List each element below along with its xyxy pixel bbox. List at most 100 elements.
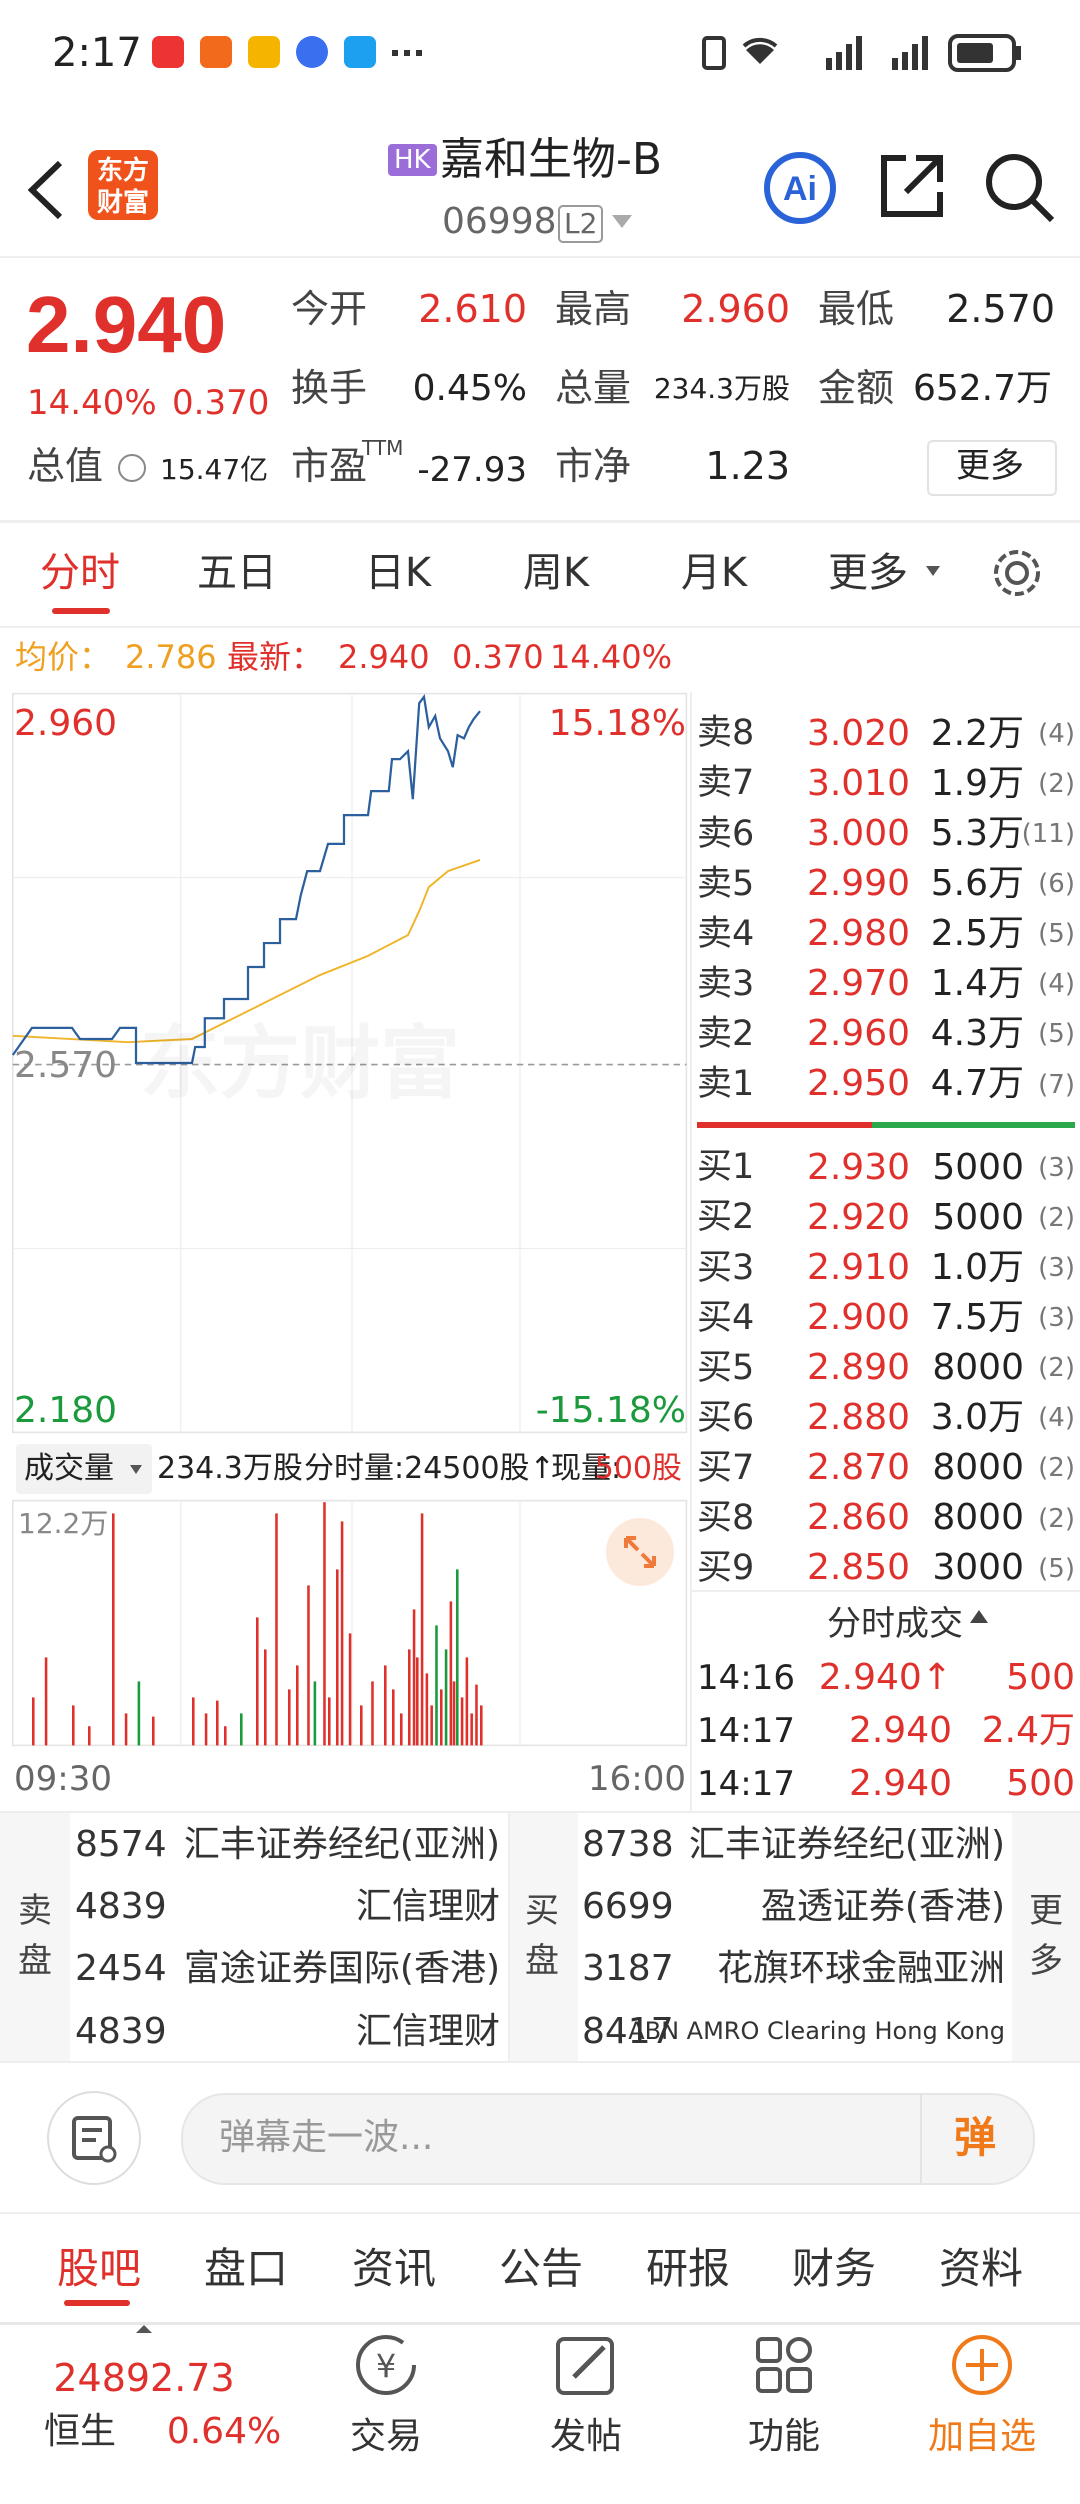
book-level: 卖5	[697, 863, 755, 904]
volume-bar	[420, 1513, 424, 1746]
volume-bar	[152, 1716, 155, 1746]
collapse-arrow[interactable]	[970, 1610, 988, 1623]
svg-text:Ai: Ai	[783, 170, 817, 208]
book-level: 买2	[697, 1197, 755, 1238]
volume-now-label: 现量:	[551, 1451, 622, 1487]
trade-time: 14:16	[697, 1657, 795, 1698]
svg-text:¥: ¥	[376, 2347, 396, 2385]
book-count: (5)	[1038, 1553, 1075, 1584]
price-line	[11, 694, 481, 1065]
tab: 分时	[40, 550, 120, 597]
axis-high-pct: 15.18%	[548, 702, 686, 744]
nav-item: 交易	[349, 2415, 423, 2457]
book-level: 买9	[697, 1548, 755, 1589]
change-pct: 14.40%	[27, 382, 157, 423]
expand-button[interactable]	[604, 1516, 676, 1588]
stat-value: 2.570	[946, 287, 1055, 332]
broker-name: 盈透证券(香港)	[760, 1885, 1005, 1927]
comment-input[interactable]	[181, 2093, 1035, 2185]
logo-text: 东方财富	[96, 156, 149, 219]
watermark: 东方财富	[140, 1014, 460, 1113]
search-button[interactable]	[982, 150, 1058, 226]
index-value: 24892.73	[53, 2356, 235, 2401]
stat-value: 2.610	[418, 287, 527, 332]
volume-bar	[425, 1673, 429, 1746]
book-count: (7)	[1038, 1069, 1075, 1100]
book-volume: 7.5万	[930, 1296, 1024, 1338]
book-volume: 8000	[932, 1347, 1024, 1389]
volume-label: 成交量	[24, 1451, 114, 1487]
volume-bar	[408, 1649, 411, 1746]
volume-bar	[430, 1705, 433, 1746]
volume-bar	[264, 1649, 267, 1746]
book-volume: 4.3万	[930, 1013, 1024, 1055]
more-button[interactable]	[927, 440, 1057, 496]
book-price: 2.980	[806, 913, 910, 955]
trade-price: 2.940	[848, 1709, 952, 1751]
book-level: 买8	[697, 1498, 755, 1538]
book-volume: 3000	[932, 1547, 1024, 1589]
book-price: 2.870	[806, 1447, 910, 1489]
broker-id: 3187	[582, 1948, 674, 1990]
side-label: 更多	[1029, 1891, 1063, 1981]
trade-price: 2.940	[848, 1762, 952, 1804]
volume-bar	[348, 1633, 352, 1746]
index-change: 0.64%	[166, 2410, 282, 2452]
back-button[interactable]	[20, 155, 70, 225]
volume-bar	[240, 1713, 243, 1746]
last-price: 2.940	[26, 280, 227, 370]
volume-bar	[32, 1697, 35, 1746]
volume-bar	[313, 1681, 317, 1746]
book-level: 卖6	[697, 813, 755, 854]
book-price: 2.990	[806, 862, 910, 904]
volume-bar	[412, 1609, 416, 1746]
dropdown-arrow[interactable]	[612, 215, 632, 228]
trades-title: 分时成交	[827, 1603, 963, 1644]
book-level: 买6	[697, 1397, 755, 1438]
volume-bar	[456, 1569, 459, 1746]
broker-panel	[0, 1813, 70, 2061]
volume-selector[interactable]	[16, 1444, 152, 1494]
book-volume: 1.0万	[930, 1246, 1024, 1288]
book-volume: 5000	[932, 1196, 1024, 1238]
trade-time: 14:17	[697, 1763, 795, 1804]
volume-bar	[216, 1700, 219, 1746]
broker-name: 汇丰证券经纪(亚洲)	[183, 1823, 500, 1865]
volume-bar	[440, 1689, 443, 1746]
stat-label: 总值	[27, 444, 104, 489]
settings-button[interactable]	[990, 546, 1044, 600]
info-icon[interactable]	[118, 454, 146, 482]
stat-label: 金额	[818, 366, 895, 411]
comment-icon[interactable]	[46, 2090, 142, 2186]
ai-button[interactable]: Ai	[760, 150, 840, 226]
broker-id: 4839	[75, 2010, 167, 2052]
tab: 五日	[197, 550, 277, 597]
nav-item: 发帖	[549, 2415, 623, 2457]
book-volume: 1.4万	[930, 963, 1024, 1005]
book-volume: 8000	[932, 1497, 1024, 1539]
book-divider-green	[872, 1122, 1075, 1128]
dropdown-arrow	[926, 566, 940, 576]
book-price: 2.920	[806, 1196, 910, 1238]
volume-bar	[72, 1705, 75, 1746]
trade-volume: 500	[1006, 1762, 1075, 1804]
bottom-tab: 盘口	[203, 2243, 289, 2293]
volume-bar	[470, 1713, 473, 1746]
volume-bar	[371, 1681, 374, 1746]
volume-bar	[296, 1665, 299, 1746]
volume-bar	[288, 1689, 291, 1746]
info-text: 0.370	[452, 638, 544, 677]
book-price: 2.910	[806, 1246, 910, 1288]
book-count: (3)	[1038, 1152, 1075, 1183]
average-line	[12, 859, 481, 1044]
more-button-label: 更多	[956, 445, 1024, 486]
book-price: 3.010	[806, 762, 910, 804]
volume-bar	[340, 1521, 344, 1746]
volume-bar	[400, 1713, 403, 1746]
info-text: 最新：	[227, 638, 324, 677]
share-button[interactable]	[876, 150, 948, 222]
info-text: 均价：	[15, 638, 112, 677]
volume-bar	[465, 1657, 469, 1746]
book-level: 卖4	[697, 913, 755, 954]
